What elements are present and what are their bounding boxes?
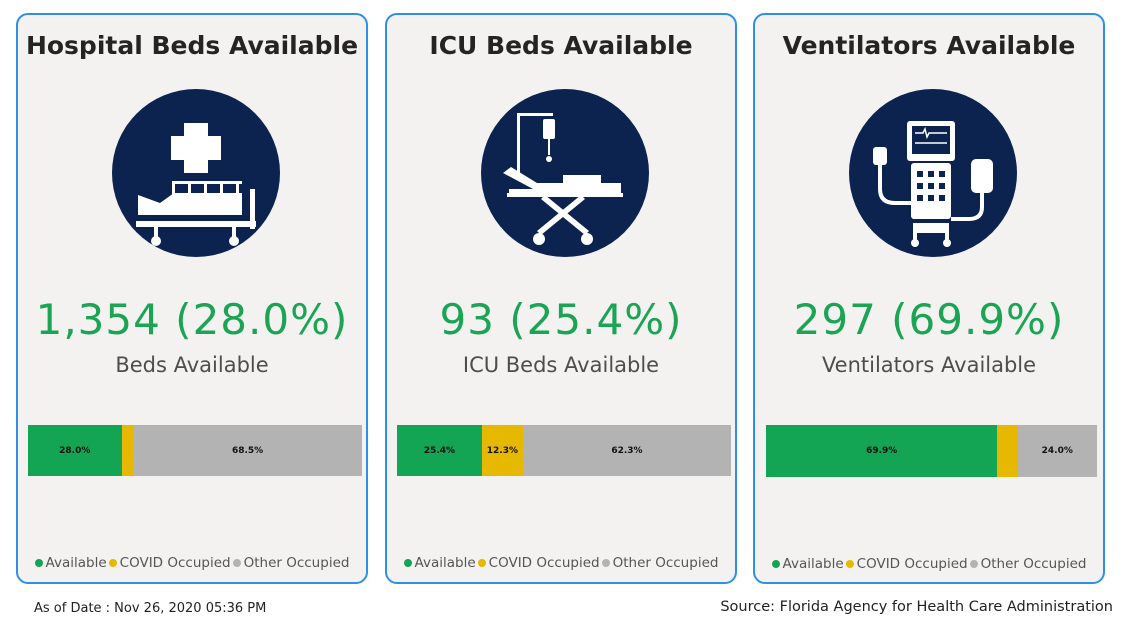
legend-item-covid: COVID Occupied	[108, 555, 231, 571]
bar-data-label: 69.9%	[866, 446, 898, 456]
source-note: Source: Florida Agency for Health Care A…	[720, 599, 1113, 615]
bar-segment-other: 62.3%	[522, 425, 731, 476]
big-value: 297 (69.9%)	[793, 295, 1065, 344]
covid-dot	[845, 560, 854, 568]
bar-segment-available: 25.4%	[397, 425, 482, 476]
legend-item-available: Available	[771, 556, 844, 572]
other-dot	[969, 560, 978, 568]
stacked-bar: 28.0% 68.5%	[28, 425, 362, 476]
sub-label: Ventilators Available	[821, 353, 1037, 377]
legend: Available COVID Occupied Other Occupied	[755, 556, 1103, 572]
legend-item-available: Available	[34, 555, 107, 571]
legend-item-other: Other Occupied	[232, 555, 350, 571]
bar-data-label: 62.3%	[611, 445, 643, 456]
as-of-date: As of Date : Nov 26, 2020 05:36 PM	[34, 601, 267, 616]
legend: Available COVID Occupied Other Occupied	[387, 555, 735, 571]
bar-segment-other: 24.0%	[1017, 425, 1097, 477]
legend-label: Other Occupied	[980, 556, 1087, 572]
stacked-bar: 69.9% 24.0%	[766, 425, 1097, 477]
legend-label: Other Occupied	[243, 555, 350, 571]
available-dot	[403, 559, 412, 567]
card-title: Ventilators Available	[782, 31, 1076, 60]
icu-bed-icon	[481, 89, 649, 257]
big-value: 1,354 (28.0%)	[35, 295, 349, 344]
bar-segment-covid	[121, 425, 134, 476]
legend-label: Available	[782, 556, 844, 572]
other-dot	[232, 559, 241, 567]
card-title: Hospital Beds Available	[25, 31, 359, 60]
bar-segment-covid: 12.3%	[481, 425, 523, 476]
legend-item-covid: COVID Occupied	[477, 555, 600, 571]
available-dot	[34, 559, 43, 567]
sub-label: ICU Beds Available	[462, 353, 660, 377]
big-value: 93 (25.4%)	[439, 295, 683, 344]
other-dot	[601, 559, 610, 567]
ventilators-card: Ventilators Available	[753, 13, 1105, 584]
legend-item-other: Other Occupied	[601, 555, 719, 571]
legend-label: COVID Occupied	[856, 556, 968, 572]
bar-segment-available: 69.9%	[766, 425, 998, 477]
bar-data-label: 12.3%	[486, 445, 518, 456]
legend-item-available: Available	[403, 555, 476, 571]
hospital-bed-icon	[112, 89, 280, 257]
available-dot	[771, 560, 780, 568]
icu-beds-card: ICU Beds Available 93 (25.4%) ICU Beds A…	[385, 13, 737, 584]
legend: Available COVID Occupied Other Occupied	[18, 555, 366, 571]
bar-segment-covid	[997, 425, 1018, 477]
sub-label: Beds Available	[115, 353, 269, 377]
covid-dot	[477, 559, 486, 567]
hospital-beds-card: Hospital Beds Available 1,354 (28.0%) Be…	[16, 13, 368, 584]
bar-segment-available: 28.0%	[28, 425, 122, 476]
legend-label: Available	[45, 555, 107, 571]
legend-item-other: Other Occupied	[969, 556, 1087, 572]
card-title: ICU Beds Available	[429, 31, 693, 60]
legend-item-covid: COVID Occupied	[845, 556, 968, 572]
bar-data-label: 24.0%	[1041, 446, 1073, 456]
bar-data-label: 68.5%	[231, 445, 264, 456]
legend-label: COVID Occupied	[488, 555, 600, 571]
covid-dot	[108, 559, 117, 567]
ventilator-icon	[849, 89, 1017, 257]
legend-label: COVID Occupied	[119, 555, 231, 571]
bar-segment-other: 68.5%	[133, 425, 362, 476]
bar-data-label: 25.4%	[423, 445, 456, 456]
stacked-bar: 25.4% 12.3% 62.3%	[397, 425, 731, 476]
legend-label: Other Occupied	[612, 555, 719, 571]
legend-label: Available	[414, 555, 476, 571]
bar-data-label: 28.0%	[59, 445, 91, 456]
